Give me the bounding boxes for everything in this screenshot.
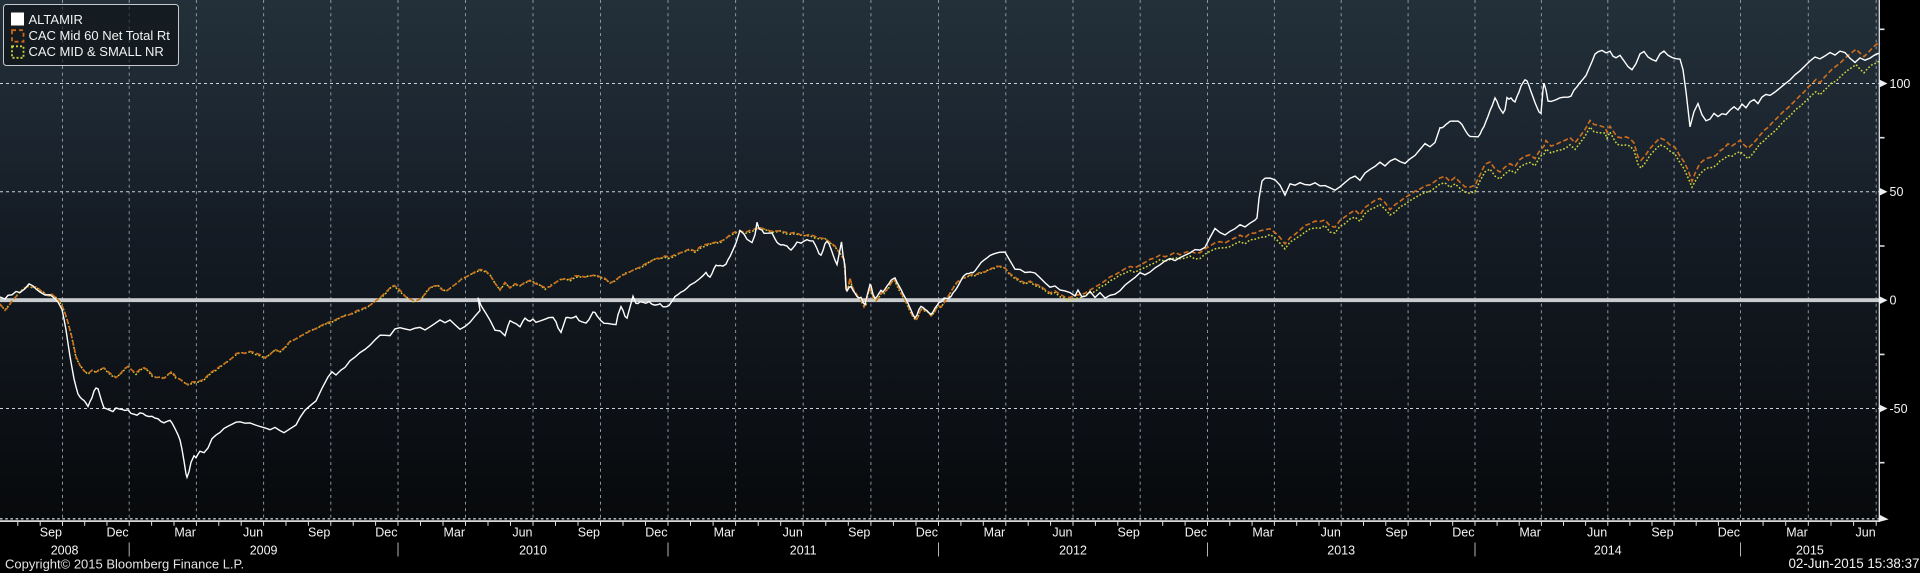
svg-text:Sep: Sep bbox=[848, 525, 870, 539]
svg-text:Dec: Dec bbox=[916, 525, 938, 539]
svg-text:2012: 2012 bbox=[1059, 544, 1087, 558]
svg-text:2009: 2009 bbox=[250, 544, 278, 558]
svg-text:02-Jun-2015 15:38:37: 02-Jun-2015 15:38:37 bbox=[1788, 556, 1919, 571]
svg-text:ALTAMIR: ALTAMIR bbox=[29, 12, 83, 27]
svg-text:Mar: Mar bbox=[1786, 525, 1808, 539]
svg-text:2011: 2011 bbox=[790, 544, 817, 558]
svg-text:Dec: Dec bbox=[106, 525, 128, 539]
svg-text:CAC Mid 60 Net Total Rt: CAC Mid 60 Net Total Rt bbox=[29, 28, 171, 43]
svg-text:Mar: Mar bbox=[1519, 525, 1541, 539]
svg-text:Jun: Jun bbox=[1587, 525, 1607, 539]
svg-text:Sep: Sep bbox=[578, 525, 600, 539]
svg-text:Jun: Jun bbox=[1321, 525, 1341, 539]
svg-text:Jun: Jun bbox=[783, 525, 803, 539]
svg-text:2008: 2008 bbox=[51, 544, 79, 558]
svg-text:Dec: Dec bbox=[1452, 525, 1474, 539]
svg-text:Sep: Sep bbox=[1118, 525, 1140, 539]
svg-text:Mar: Mar bbox=[174, 525, 196, 539]
svg-text:Jun: Jun bbox=[1052, 525, 1072, 539]
svg-text:Jun: Jun bbox=[512, 525, 532, 539]
svg-text:Jun: Jun bbox=[243, 525, 263, 539]
svg-text:2014: 2014 bbox=[1594, 544, 1622, 558]
svg-text:2010: 2010 bbox=[519, 544, 547, 558]
svg-text:Sep: Sep bbox=[1385, 525, 1407, 539]
svg-text:-50: -50 bbox=[1890, 402, 1908, 416]
svg-text:Mar: Mar bbox=[443, 525, 465, 539]
svg-text:2015: 2015 bbox=[1796, 544, 1824, 558]
svg-text:Sep: Sep bbox=[308, 525, 330, 539]
svg-text:Dec: Dec bbox=[1718, 525, 1740, 539]
svg-text:2013: 2013 bbox=[1327, 544, 1355, 558]
svg-text:Dec: Dec bbox=[1185, 525, 1207, 539]
svg-text:0: 0 bbox=[1890, 294, 1897, 308]
svg-text:50: 50 bbox=[1890, 185, 1904, 199]
svg-text:Dec: Dec bbox=[375, 525, 397, 539]
svg-text:CAC MID & SMALL NR: CAC MID & SMALL NR bbox=[29, 44, 164, 59]
svg-text:Sep: Sep bbox=[1651, 525, 1673, 539]
svg-text:Jun: Jun bbox=[1856, 525, 1876, 539]
svg-text:Mar: Mar bbox=[984, 525, 1006, 539]
svg-text:Mar: Mar bbox=[1252, 525, 1274, 539]
svg-text:Sep: Sep bbox=[40, 525, 62, 539]
svg-text:Dec: Dec bbox=[645, 525, 667, 539]
svg-text:Copyright© 2015 Bloomberg Fina: Copyright© 2015 Bloomberg Finance L.P. bbox=[5, 557, 244, 572]
svg-text:Mar: Mar bbox=[714, 525, 736, 539]
svg-text:100: 100 bbox=[1890, 77, 1911, 91]
